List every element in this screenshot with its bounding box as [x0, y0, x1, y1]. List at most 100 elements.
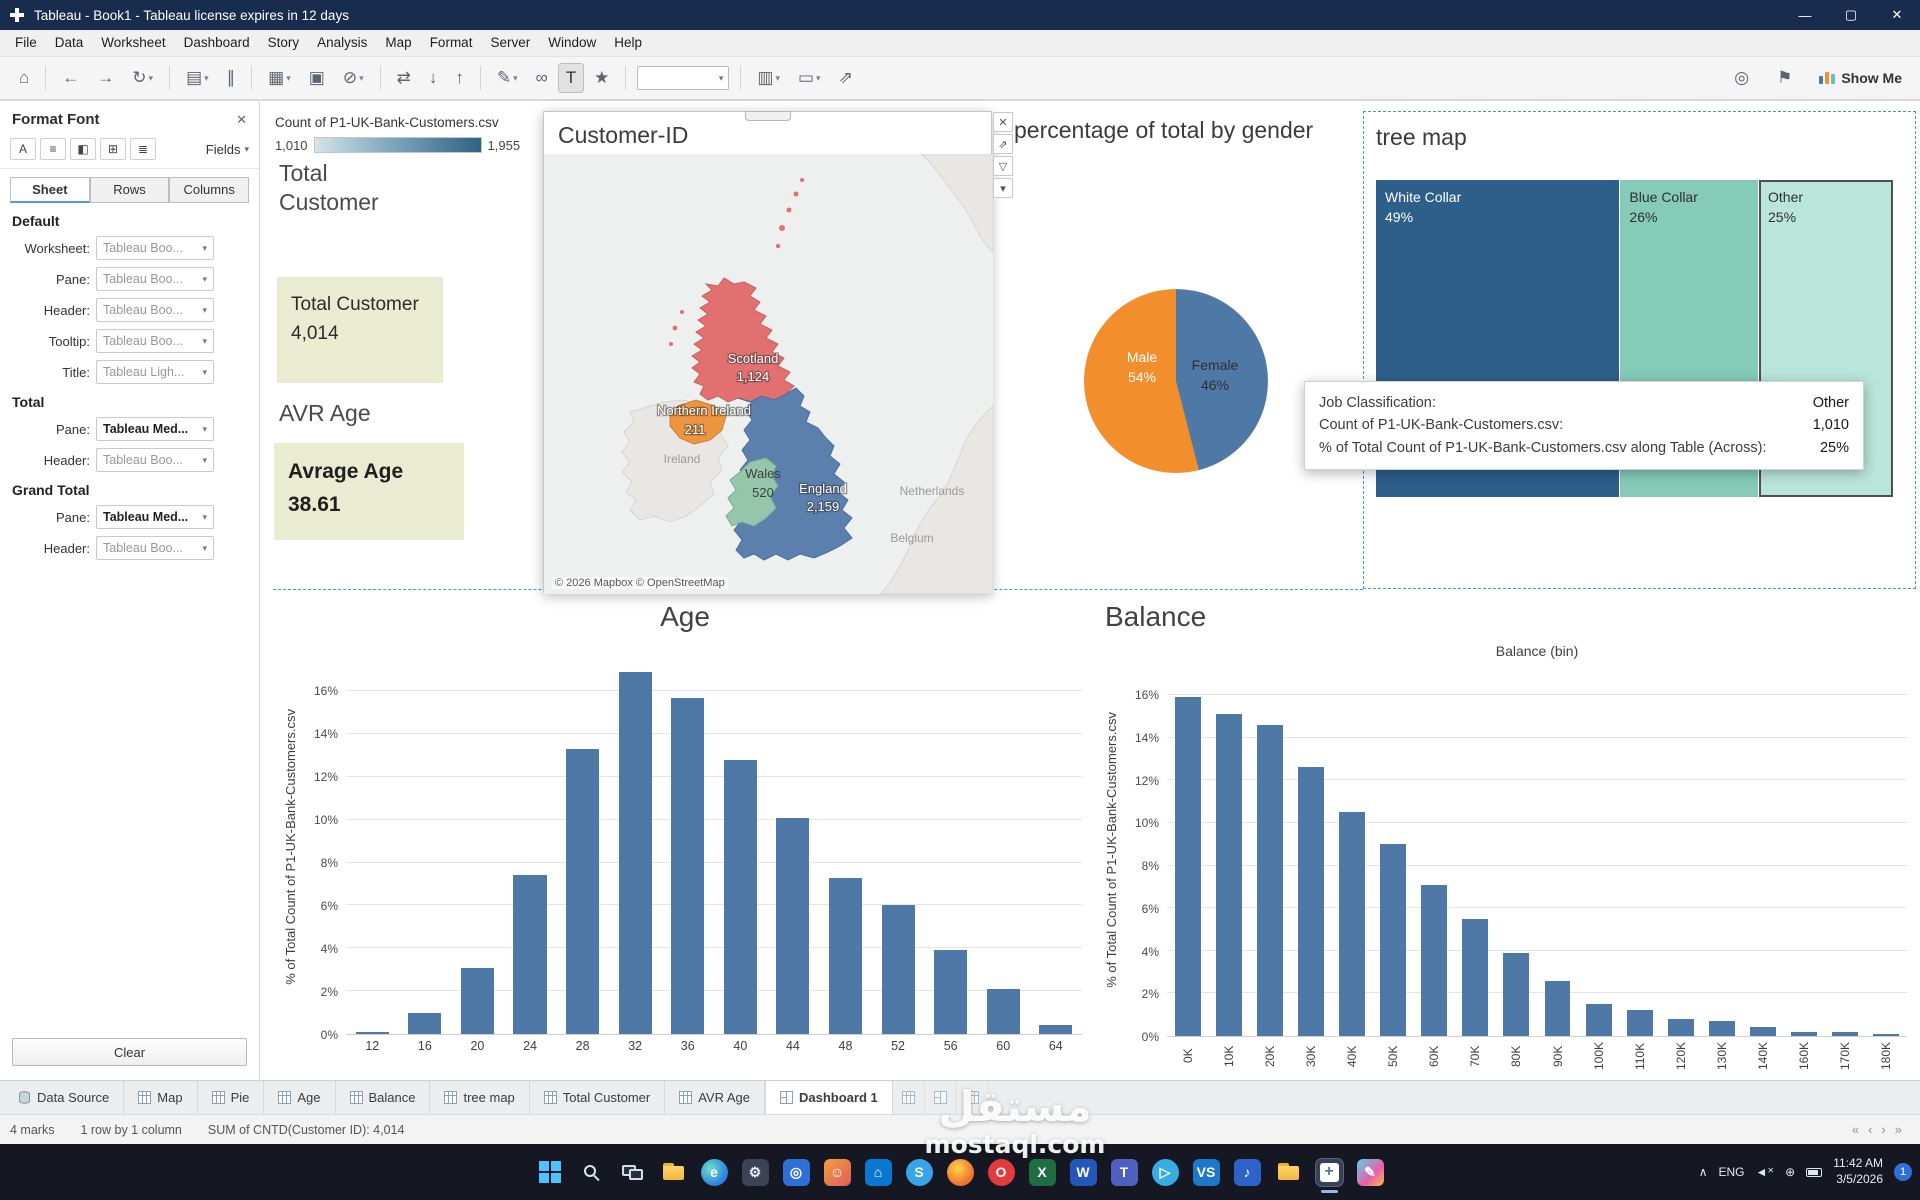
bar-60K[interactable] — [1421, 884, 1448, 1036]
alignment-button[interactable]: ≡ — [40, 138, 66, 160]
menu-help[interactable]: Help — [614, 35, 642, 50]
sort-ascending-button[interactable]: ↓ — [428, 68, 438, 87]
bar-120K[interactable] — [1667, 1018, 1694, 1036]
firefox-icon[interactable] — [946, 1158, 974, 1186]
pane-font-select[interactable]: Tableau Boo... ▾ — [96, 267, 214, 291]
bar-28[interactable] — [566, 749, 600, 1034]
map-region-scotland[interactable] — [691, 277, 795, 403]
flag-button[interactable]: ⚑ — [1777, 68, 1793, 87]
bar-0K[interactable] — [1174, 697, 1201, 1036]
menu-worksheet[interactable]: Worksheet — [101, 35, 166, 50]
menu-story[interactable]: Story — [267, 35, 300, 50]
menu-analysis[interactable]: Analysis — [317, 35, 368, 50]
refresh-button[interactable]: ↻ ▾ — [132, 68, 154, 87]
grand-total-pane-font-select[interactable]: Tableau Med... ▾ — [96, 505, 214, 529]
bar-40[interactable] — [723, 759, 757, 1034]
bar-110K[interactable] — [1626, 1010, 1653, 1036]
show-me-button[interactable]: Show Me — [1811, 66, 1910, 90]
bar-130K[interactable] — [1709, 1021, 1735, 1036]
bar-24[interactable] — [513, 875, 547, 1034]
tray-chevron-icon[interactable]: ∧ — [1698, 1165, 1708, 1179]
vscode-icon[interactable]: VS — [1192, 1158, 1220, 1186]
menu-window[interactable]: Window — [548, 35, 597, 50]
highlight-button[interactable]: ✎ ▾ — [496, 68, 518, 87]
opera-icon[interactable]: O — [987, 1158, 1015, 1186]
map-close-icon[interactable]: ✕ — [993, 112, 1013, 132]
share-workbook-button[interactable]: ⇗ — [838, 68, 853, 87]
paint-icon[interactable]: ✎ — [1356, 1158, 1384, 1186]
grand-total-header-font-select[interactable]: Tableau Boo... ▾ — [96, 536, 214, 560]
total-header-font-select[interactable]: Tableau Boo... ▾ — [96, 448, 214, 472]
menu-server[interactable]: Server — [490, 35, 531, 50]
network-icon[interactable]: ⊕ — [1785, 1165, 1796, 1179]
notification-badge[interactable]: 1 — [1894, 1163, 1912, 1181]
last-window-icon[interactable]: » — [1894, 1122, 1902, 1137]
bar-50K[interactable] — [1380, 844, 1407, 1036]
search-icon[interactable] — [578, 1159, 605, 1186]
bar-10K[interactable] — [1215, 714, 1242, 1036]
ask-data-button[interactable]: ★ — [594, 68, 610, 87]
bar-30K[interactable] — [1297, 767, 1324, 1036]
map-attribution[interactable]: © 2026 Mapbox © OpenStreetMap — [552, 577, 728, 589]
new-worksheet-button[interactable]: ▦ ▾ — [268, 68, 291, 87]
tableau-icon[interactable]: + — [1315, 1158, 1343, 1193]
new-story-tab-button[interactable] — [957, 1081, 989, 1114]
clear-sheet-button[interactable]: ⊘ ▾ — [342, 68, 364, 87]
font-button[interactable]: A — [10, 138, 36, 160]
bar-16[interactable] — [408, 1012, 442, 1034]
presentation-mode-button[interactable]: ▭ ▾ — [797, 68, 821, 87]
bar-32[interactable] — [618, 671, 652, 1034]
volume-mute-icon[interactable]: ◄✕ — [1755, 1165, 1775, 1179]
close-button[interactable]: ✕ — [1891, 7, 1903, 22]
show-mark-labels-button[interactable]: ▥ ▾ — [757, 68, 780, 87]
menu-dashboard[interactable]: Dashboard — [183, 35, 250, 50]
undo-button[interactable]: ← — [62, 68, 80, 87]
teams-icon[interactable]: T — [1110, 1158, 1138, 1186]
text-label-button[interactable]: T — [557, 63, 585, 93]
tab-sheet[interactable]: Sheet — [10, 177, 90, 203]
bar-100K[interactable] — [1585, 1004, 1612, 1036]
lines-button[interactable]: ≣ — [130, 138, 156, 160]
tab-total-customer[interactable]: Total Customer — [530, 1081, 666, 1114]
map-export-icon[interactable]: ⇗ — [993, 134, 1013, 154]
bar-80K[interactable] — [1503, 952, 1530, 1036]
tooltip-font-select[interactable]: Tableau Boo... ▾ — [96, 329, 214, 353]
first-window-icon[interactable]: « — [1851, 1122, 1860, 1137]
new-worksheet-tab-button[interactable] — [893, 1081, 925, 1114]
bar-48[interactable] — [828, 877, 863, 1034]
file-explorer-icon[interactable] — [660, 1159, 687, 1186]
bar-140K[interactable] — [1750, 1027, 1777, 1036]
bar-52[interactable] — [881, 905, 915, 1034]
bar-40K[interactable] — [1339, 812, 1365, 1036]
bar-90K[interactable] — [1544, 980, 1571, 1036]
new-datasource-button[interactable]: ▤ ▾ — [186, 68, 209, 87]
prev-window-icon[interactable]: ‹ — [1868, 1122, 1873, 1137]
close-icon[interactable]: ✕ — [236, 111, 247, 127]
language-indicator[interactable]: ENG — [1718, 1165, 1745, 1179]
downloads-folder-icon[interactable] — [1275, 1159, 1302, 1186]
bar-20[interactable] — [460, 967, 494, 1034]
new-dashboard-tab-button[interactable] — [925, 1081, 957, 1114]
worksheet-font-select[interactable]: Tableau Boo... ▾ — [96, 236, 214, 260]
word-icon[interactable]: W — [1069, 1158, 1097, 1186]
settings-icon[interactable]: ⚙ — [741, 1158, 769, 1186]
menu-file[interactable]: File — [15, 35, 37, 50]
tab-dashboard-1[interactable]: Dashboard 1 — [765, 1081, 893, 1114]
maximize-button[interactable]: ▢ — [1844, 7, 1858, 22]
menu-format[interactable]: Format — [429, 35, 473, 50]
skype-icon[interactable]: S — [905, 1158, 933, 1186]
header-font-select[interactable]: Tableau Boo... ▾ — [96, 298, 214, 322]
drag-handle[interactable] — [744, 111, 791, 121]
bar-36[interactable] — [671, 697, 705, 1034]
title-font-select[interactable]: Tableau Ligh... ▾ — [96, 360, 214, 384]
duplicate-sheet-button[interactable]: ▣ — [308, 68, 325, 87]
fit-selector[interactable]: ▾ — [637, 66, 730, 90]
map-filter-icon[interactable]: ▽ — [993, 156, 1013, 176]
tab-balance[interactable]: Balance — [336, 1081, 431, 1114]
pie-chart[interactable] — [1084, 289, 1268, 473]
total-pane-font-select[interactable]: Tableau Med... ▾ — [96, 417, 214, 441]
group-members-button[interactable]: ∞ — [535, 68, 548, 87]
tab-tree-map[interactable]: tree map — [430, 1081, 530, 1114]
borders-button[interactable]: ⊞ — [100, 138, 126, 160]
audio-player-icon[interactable]: ♪ — [1233, 1158, 1261, 1186]
